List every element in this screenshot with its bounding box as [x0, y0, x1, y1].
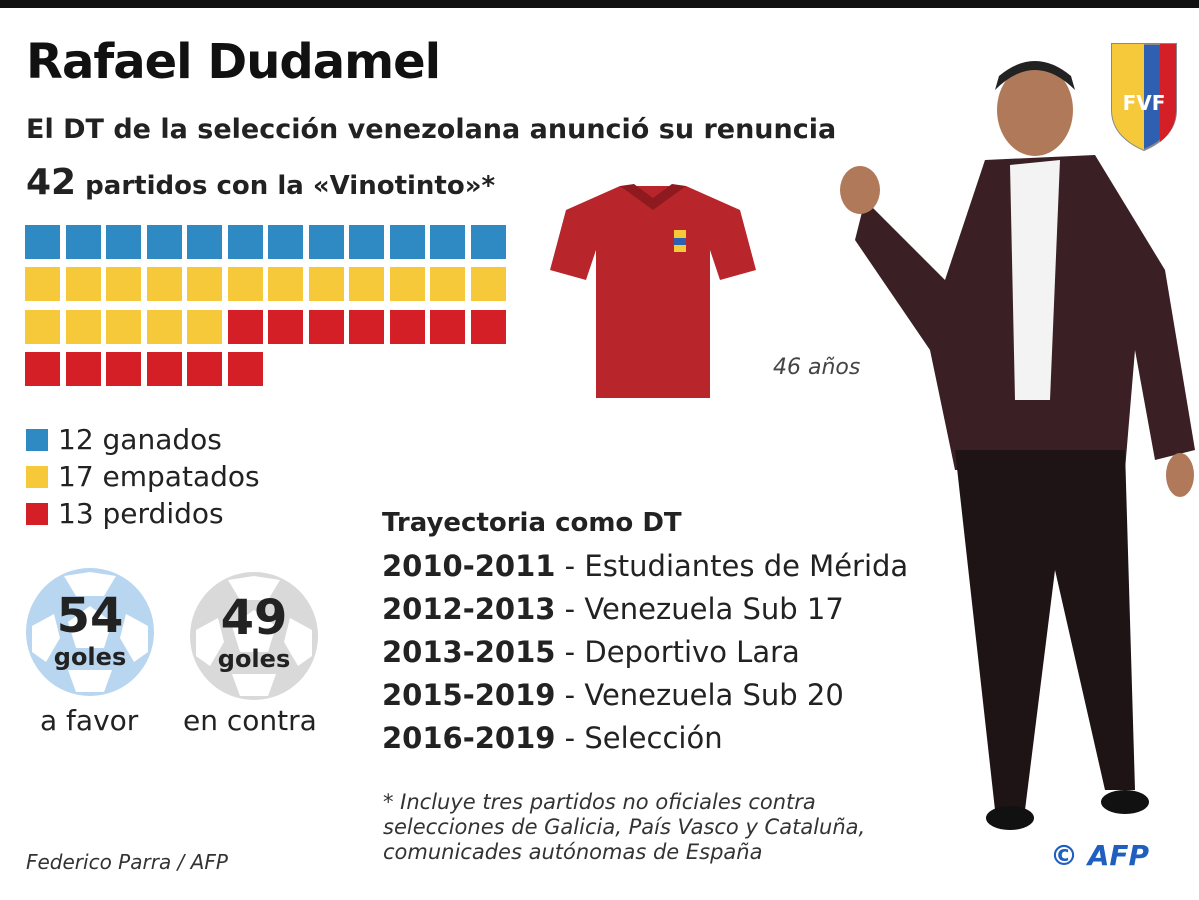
coach-photo	[840, 61, 1195, 830]
waffle-cell-empatados	[470, 267, 506, 302]
career-item: 2015-2019 - Venezuela Sub 20	[382, 677, 844, 713]
waffle-cell-ganados	[187, 225, 222, 259]
waffle-cell-perdidos	[187, 351, 222, 386]
career-team: - Venezuela Sub 17	[555, 592, 844, 626]
matches-count: 42	[26, 162, 77, 203]
age-label: 46 años	[773, 355, 861, 380]
goals-for-number: 54	[56, 588, 124, 644]
waffle-cell-ganados	[65, 225, 101, 259]
goals-against-unit: goles	[217, 645, 291, 673]
waffle-cell-ganados	[227, 225, 263, 259]
waffle-cell-empatados	[146, 309, 182, 344]
legend-lost: 13 perdidos	[26, 498, 224, 530]
waffle-cell-ganados	[430, 225, 465, 259]
waffle-cell-ganados	[25, 225, 60, 259]
career-years: 2015-2019	[382, 678, 556, 712]
waffle-cell-empatados	[65, 267, 101, 302]
afp-logo: © AFP	[1050, 839, 1150, 872]
waffle-cell-ganados	[106, 225, 141, 259]
waffle-cell-perdidos	[227, 309, 263, 344]
waffle-cell-perdidos	[106, 351, 141, 386]
waffle-cell-perdidos	[389, 309, 425, 344]
career-item: 2012-2013 - Venezuela Sub 17	[382, 591, 844, 627]
career-team: - Deportivo Lara	[555, 635, 800, 669]
legend-label: 12 ganados	[58, 423, 222, 456]
waffle-cell-perdidos	[65, 351, 101, 386]
soccer-ball-icon	[26, 568, 154, 696]
waffle-cell-empatados	[106, 309, 141, 344]
goals-for-label: a favor	[40, 704, 139, 737]
waffle-cell-ganados	[268, 225, 303, 259]
career-years: 2010-2011	[382, 549, 556, 583]
fvf-crest-logo: FVF	[1111, 43, 1177, 152]
waffle-cell-perdidos	[308, 309, 344, 344]
waffle-cell-ganados	[349, 225, 384, 259]
waffle-cell-empatados	[349, 267, 384, 302]
career-years: 2016-2019	[382, 721, 556, 755]
career-item: 2016-2019 - Selección	[382, 720, 723, 756]
legend-swatch	[26, 429, 48, 451]
legend-swatch	[26, 503, 48, 525]
waffle-cell-empatados	[65, 309, 101, 344]
waffle-cell-perdidos	[470, 309, 506, 344]
goals-against-label: en contra	[183, 704, 317, 737]
waffle-cell-ganados	[146, 225, 182, 259]
career-years: 2013-2015	[382, 635, 556, 669]
waffle-cell-empatados	[227, 267, 263, 302]
waffle-cell-perdidos	[25, 351, 60, 386]
crest-text: FVF	[1123, 91, 1166, 115]
matches-heading: 42 partidos con la «Vinotinto»*	[26, 162, 495, 207]
footnote-line: * Incluye tres partidos no oficiales con…	[383, 790, 816, 814]
waffle-cell-ganados	[389, 225, 425, 259]
career-team: - Venezuela Sub 20	[555, 678, 844, 712]
soccer-ball-icon	[190, 572, 318, 700]
waffle-cell-empatados	[430, 267, 465, 302]
waffle-cell-empatados	[106, 267, 141, 302]
legend-label: 13 perdidos	[58, 497, 224, 530]
waffle-cell-empatados	[389, 267, 425, 302]
legend-swatch	[26, 466, 48, 488]
waffle-cell-perdidos	[430, 309, 465, 344]
goals-against-number: 49	[220, 590, 288, 646]
waffle-cell-empatados	[25, 309, 60, 344]
credit: Federico Parra / AFP	[26, 850, 228, 874]
footnote: * Incluye tres partidos no oficiales con…	[383, 790, 865, 865]
jersey-icon	[550, 184, 756, 398]
waffle-cell-ganados	[308, 225, 344, 259]
goals-for-unit: goles	[53, 643, 127, 671]
career-title: Trayectoria como DT	[382, 508, 682, 538]
footnote-line: selecciones de Galicia, País Vasco y Cat…	[383, 815, 866, 839]
waffle-cell-perdidos	[146, 351, 182, 386]
page-title: Rafael Dudamel	[26, 34, 441, 90]
waffle-cell-perdidos	[349, 309, 384, 344]
legend-drawn: 17 empatados	[26, 461, 260, 493]
waffle-cell-empatados	[146, 267, 182, 302]
legend-won: 12 ganados	[26, 424, 222, 456]
waffle-cell-ganados	[470, 225, 506, 259]
waffle-cell-perdidos	[227, 351, 263, 386]
subtitle: El DT de la selección venezolana anunció…	[26, 114, 837, 145]
waffle-cell-empatados	[308, 267, 344, 302]
matches-label: partidos con la «Vinotinto»*	[85, 171, 496, 201]
career-team: - Selección	[555, 721, 723, 755]
career-item: 2010-2011 - Estudiantes de Mérida	[382, 548, 908, 584]
legend-label: 17 empatados	[58, 460, 260, 493]
top-bar	[0, 0, 1199, 8]
waffle-cell-empatados	[268, 267, 303, 302]
career-team: - Estudiantes de Mérida	[555, 549, 909, 583]
career-item: 2013-2015 - Deportivo Lara	[382, 634, 800, 670]
waffle-cell-empatados	[187, 309, 222, 344]
waffle-cell-empatados	[187, 267, 222, 302]
waffle-cell-perdidos	[268, 309, 303, 344]
waffle-cell-empatados	[25, 267, 60, 302]
career-years: 2012-2013	[382, 592, 556, 626]
footnote-line: comunicades autónomas de España	[383, 840, 763, 864]
